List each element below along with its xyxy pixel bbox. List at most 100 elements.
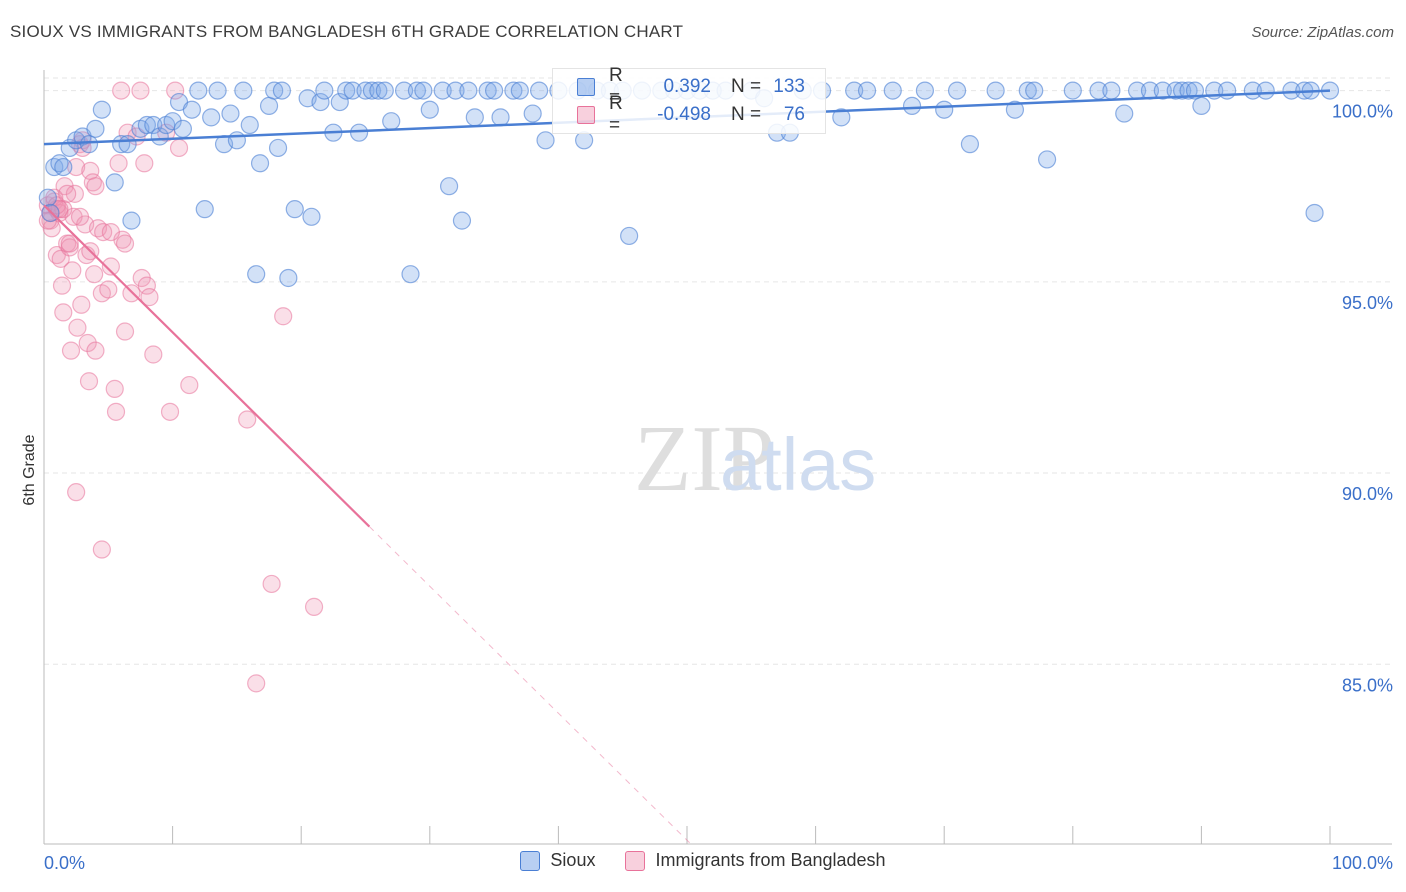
bangladesh-point bbox=[166, 81, 185, 100]
sioux-point bbox=[902, 96, 922, 115]
sioux-point bbox=[1192, 96, 1211, 115]
sioux-point bbox=[268, 138, 288, 158]
legend-label-bangladesh: Immigrants from Bangladesh bbox=[655, 850, 886, 870]
sioux-point bbox=[452, 211, 472, 230]
source-label: Source: ZipAtlas.com bbox=[1251, 24, 1394, 41]
bangladesh-point bbox=[63, 261, 82, 280]
sioux-point bbox=[250, 154, 270, 173]
watermark-zip: ZIP bbox=[634, 407, 775, 511]
sioux-point bbox=[420, 100, 439, 119]
watermark-atlas: atlas bbox=[720, 423, 876, 506]
bangladesh-point bbox=[122, 284, 141, 303]
n-value-sioux: 133 bbox=[773, 76, 805, 97]
sioux-point bbox=[1018, 81, 1037, 100]
n-label: N = bbox=[731, 104, 762, 125]
sioux-point bbox=[259, 96, 279, 115]
sioux-point bbox=[122, 211, 141, 230]
bangladesh-point bbox=[106, 402, 126, 421]
bangladesh-point bbox=[94, 222, 113, 242]
sioux-point bbox=[362, 81, 382, 100]
sioux-point bbox=[315, 81, 334, 100]
sioux-point bbox=[433, 81, 452, 100]
sioux-point bbox=[883, 81, 902, 100]
sioux-point bbox=[356, 81, 375, 100]
stats-swatch-sioux bbox=[577, 78, 595, 96]
bangladesh-point bbox=[70, 207, 90, 226]
chart-title: SIOUX VS IMMIGRANTS FROM BANGLADESH 6TH … bbox=[10, 22, 684, 41]
y-tick-label: 95.0% bbox=[1342, 293, 1393, 313]
sioux-point bbox=[1166, 81, 1185, 100]
legend-item-bangladesh[interactable]: Immigrants from Bangladesh bbox=[625, 850, 886, 871]
bangladesh-point bbox=[79, 372, 99, 391]
bangladesh-point bbox=[274, 307, 293, 326]
bangladesh-point bbox=[131, 81, 150, 100]
sioux-point bbox=[163, 112, 182, 131]
sioux-point bbox=[394, 81, 414, 100]
sioux-point bbox=[137, 115, 156, 135]
sioux-point bbox=[79, 135, 99, 154]
sioux-point bbox=[265, 81, 284, 100]
y-tick-label: 100.0% bbox=[1332, 102, 1393, 122]
bangladesh-point bbox=[160, 402, 180, 421]
legend-item-sioux[interactable]: Sioux bbox=[520, 850, 595, 871]
bangladesh-point bbox=[262, 574, 281, 594]
sioux-point bbox=[1153, 81, 1172, 100]
x-tick-label-min: 0.0% bbox=[44, 853, 85, 873]
sioux-point bbox=[92, 100, 111, 119]
sioux-point bbox=[620, 226, 639, 246]
bangladesh-point bbox=[60, 234, 79, 253]
sioux-point bbox=[478, 81, 497, 100]
bangladesh-point bbox=[50, 200, 69, 219]
sioux-point bbox=[491, 108, 510, 127]
sioux-point bbox=[1256, 81, 1275, 100]
sioux-point bbox=[272, 81, 292, 100]
bangladesh-point bbox=[92, 540, 111, 559]
sioux-point bbox=[960, 135, 980, 154]
sioux-point bbox=[504, 81, 523, 100]
sioux-point bbox=[302, 207, 321, 226]
sioux-point bbox=[1173, 81, 1192, 100]
bangladesh-point bbox=[78, 333, 97, 353]
bangladesh-point bbox=[86, 341, 105, 360]
bangladesh-point bbox=[105, 379, 124, 398]
sioux-point bbox=[279, 268, 298, 288]
sioux-point bbox=[845, 81, 864, 100]
sioux-point bbox=[227, 131, 246, 150]
sioux-point bbox=[465, 108, 484, 127]
sioux-point bbox=[401, 265, 420, 284]
sioux-point bbox=[536, 131, 555, 150]
n-value-bangladesh: 76 bbox=[783, 104, 805, 125]
sioux-point bbox=[349, 123, 369, 142]
x-tick-label-max: 100.0% bbox=[1332, 853, 1393, 873]
legend-label-sioux: Sioux bbox=[550, 850, 596, 870]
sioux-point bbox=[311, 92, 330, 112]
bangladesh-point bbox=[86, 177, 105, 196]
stats-swatch-bangladesh bbox=[577, 106, 595, 124]
sioux-point bbox=[202, 108, 221, 127]
sioux-point bbox=[173, 119, 192, 138]
y-tick-label: 85.0% bbox=[1342, 675, 1393, 695]
sioux-point bbox=[947, 81, 967, 100]
sioux-point bbox=[375, 81, 394, 100]
sioux-point bbox=[221, 104, 240, 123]
sioux-point bbox=[575, 131, 594, 150]
sioux-point bbox=[1102, 81, 1121, 100]
r-value-bangladesh: -0.498 bbox=[657, 104, 711, 125]
sioux-point bbox=[382, 112, 401, 131]
legend: Sioux Immigrants from Bangladesh bbox=[0, 850, 1406, 871]
sioux-point bbox=[1025, 81, 1044, 100]
sioux-point bbox=[832, 108, 851, 127]
bangladesh-trend-extension bbox=[369, 526, 692, 845]
sioux-point bbox=[285, 200, 304, 219]
stats-box: R = 0.392 N = 133 R = -0.498 N = 76 bbox=[552, 65, 826, 136]
bangladesh-point bbox=[99, 280, 118, 299]
sioux-point bbox=[144, 115, 163, 135]
sioux-point bbox=[195, 200, 214, 219]
sioux-point bbox=[1305, 203, 1324, 223]
legend-swatch-bangladesh bbox=[625, 850, 646, 871]
sioux-point bbox=[118, 135, 137, 154]
bangladesh-trend-line bbox=[43, 204, 371, 528]
sioux-point bbox=[485, 81, 504, 100]
stats-row-bangladesh: R = -0.498 N = 76 bbox=[577, 93, 805, 136]
